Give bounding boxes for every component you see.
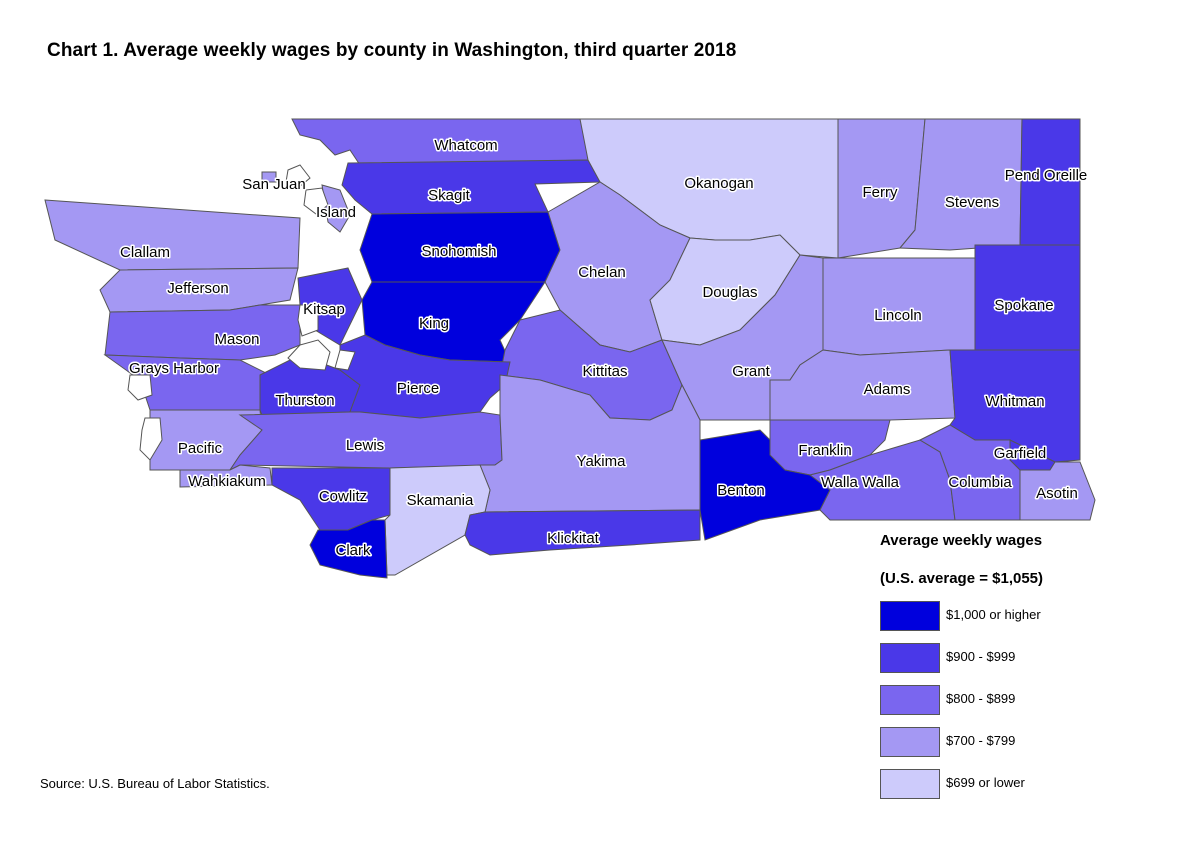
county-label-walla-walla: Walla Walla	[821, 474, 900, 491]
county-label-skagit: Skagit	[428, 187, 471, 204]
county-label-grant: Grant	[732, 363, 770, 380]
county-label-island: Island	[316, 204, 356, 221]
county-label-kitsap: Kitsap	[303, 301, 345, 318]
water-body	[303, 187, 329, 215]
water-body	[297, 304, 319, 337]
water-body	[139, 417, 163, 461]
county-label-garfield: Garfield	[994, 445, 1047, 462]
county-label-klickitat: Klickitat	[547, 530, 600, 547]
county-label-wahkiakum: Wahkiakum	[188, 473, 266, 490]
county-asotin	[1019, 461, 1096, 521]
county-label-san-juan: San Juan	[242, 176, 305, 193]
county-label-adams: Adams	[864, 381, 911, 398]
county-label-whatcom: Whatcom	[434, 137, 497, 154]
water-body	[285, 164, 311, 189]
legend-label: $700 - $799	[946, 733, 1016, 748]
legend-swatch	[880, 643, 940, 673]
county-label-pend-oreille: Pend Oreille	[1005, 167, 1088, 184]
legend-swatch	[880, 769, 940, 799]
county-mason	[104, 304, 301, 361]
county-clallam	[44, 199, 301, 271]
county-san-juan	[261, 171, 277, 183]
county-wahkiakum	[179, 464, 273, 488]
source-note: Source: U.S. Bureau of Labor Statistics.	[40, 776, 270, 791]
county-klickitat	[464, 509, 701, 556]
legend-label: $699 or lower	[946, 775, 1025, 790]
county-label-clallam: Clallam	[120, 244, 170, 261]
county-label-grays-harbor: Grays Harbor	[129, 360, 219, 377]
county-label-pacific: Pacific	[178, 440, 223, 457]
county-label-columbia: Columbia	[948, 474, 1012, 491]
legend-swatch	[880, 685, 940, 715]
water-body	[334, 349, 356, 371]
county-label-kittitas: Kittitas	[582, 363, 627, 380]
county-label-franklin: Franklin	[798, 442, 851, 459]
county-label-lincoln: Lincoln	[874, 307, 922, 324]
county-label-pierce: Pierce	[397, 380, 440, 397]
legend-label: $800 - $899	[946, 691, 1016, 706]
legend-label: $1,000 or higher	[946, 607, 1041, 622]
county-label-ferry: Ferry	[863, 184, 898, 201]
county-label-benton: Benton	[717, 482, 765, 499]
county-label-okanogan: Okanogan	[684, 175, 753, 192]
county-pierce	[339, 334, 511, 419]
county-label-lewis: Lewis	[346, 437, 384, 454]
legend-label: $900 - $999	[946, 649, 1016, 664]
water-body	[127, 374, 153, 401]
legend-title: Average weekly wages	[880, 532, 1043, 549]
county-label-thurston: Thurston	[275, 392, 334, 409]
county-label-chelan: Chelan	[578, 264, 626, 281]
legend-swatch	[880, 601, 940, 631]
county-label-skamania: Skamania	[407, 492, 474, 509]
county-label-king: King	[419, 315, 449, 332]
chart-title: Chart 1. Average weekly wages by county …	[47, 40, 737, 61]
county-label-mason: Mason	[214, 331, 259, 348]
county-label-stevens: Stevens	[945, 194, 999, 211]
legend-swatch	[880, 727, 940, 757]
county-label-yakima: Yakima	[577, 453, 627, 470]
county-label-jefferson: Jefferson	[167, 280, 228, 297]
county-label-snohomish: Snohomish	[421, 243, 496, 260]
county-clark	[309, 519, 388, 579]
county-label-whitman: Whitman	[985, 393, 1044, 410]
county-label-spokane: Spokane	[994, 297, 1053, 314]
water-body	[287, 339, 331, 371]
legend-subtitle: (U.S. average = $1,055)	[880, 570, 1044, 587]
county-label-douglas: Douglas	[702, 284, 757, 301]
county-label-clark: Clark	[335, 542, 371, 559]
county-island	[321, 184, 351, 233]
county-label-cowlitz: Cowlitz	[319, 488, 367, 505]
county-label-asotin: Asotin	[1036, 485, 1078, 502]
